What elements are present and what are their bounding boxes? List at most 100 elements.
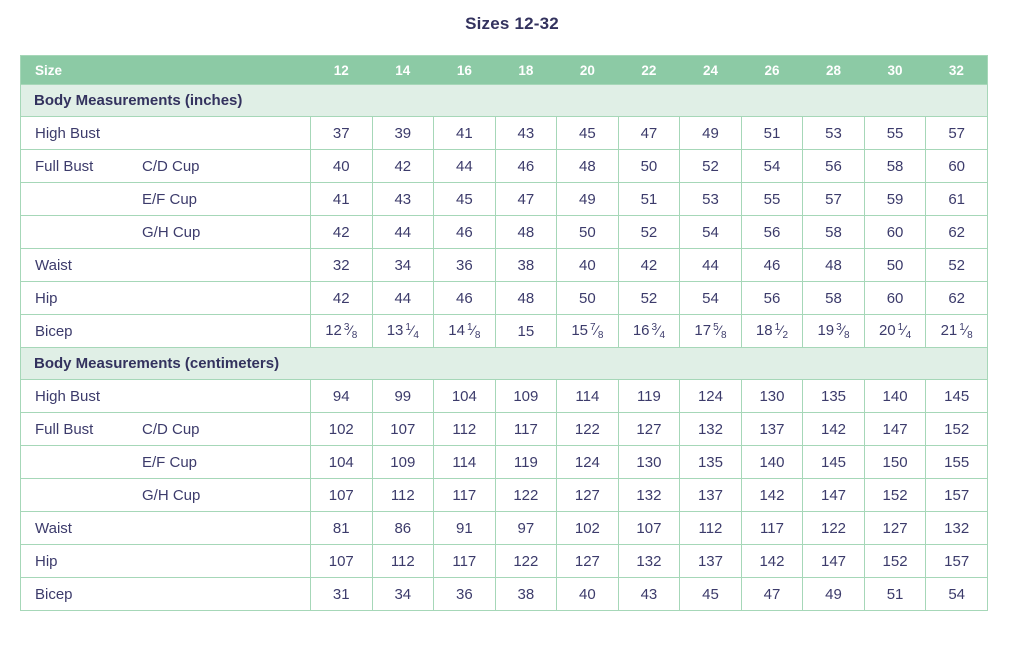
measurement-cell: 47 xyxy=(494,182,558,216)
row-label-cell: E/F Cup xyxy=(20,445,311,479)
row-label-cell: G/H Cup xyxy=(20,215,311,249)
measurement-cell: 42 xyxy=(617,248,681,282)
measurement-cell: 117 xyxy=(494,412,558,446)
measurement-cell: 58 xyxy=(863,149,927,183)
row-label: Full Bust xyxy=(35,157,94,175)
fraction-denominator: 8 xyxy=(844,329,850,341)
measurement-cell: 135 xyxy=(679,445,742,479)
size-header-row: Size 12 14 16 18 20 22 24 26 28 30 32 xyxy=(20,55,988,85)
measurement-cell: 14 1⁄8 xyxy=(433,314,496,348)
fraction-denominator: 8 xyxy=(474,329,481,341)
size-column-header: 18 xyxy=(495,55,557,85)
measurement-cell: 36 xyxy=(433,577,496,611)
measurement-cell: 47 xyxy=(740,577,804,611)
fraction-whole: 17 xyxy=(694,321,712,339)
row-label: Waist xyxy=(35,519,72,537)
size-chart-body: Body Measurements (inches) High Bust 37 39 4… xyxy=(20,84,988,611)
measurement-cell: 45 xyxy=(433,182,496,216)
measurement-cell: 59 xyxy=(863,182,927,216)
measurement-cell: 46 xyxy=(740,248,804,282)
fraction-denominator: 4 xyxy=(659,329,665,341)
measurement-cell: 38 xyxy=(494,248,558,282)
measurement-cell: 54 xyxy=(925,577,988,611)
fraction-whole: 12 xyxy=(325,321,342,339)
fraction-whole: 19 xyxy=(817,321,835,339)
row-label: Bicep xyxy=(35,585,73,603)
row-label-cell: Hip xyxy=(20,544,311,578)
measurement-cell: 86 xyxy=(371,511,435,545)
measurement-cell: 49 xyxy=(556,182,619,216)
measurement-cell: 122 xyxy=(494,544,558,578)
measurement-cell: 38 xyxy=(494,577,558,611)
row-label: Waist xyxy=(35,256,72,274)
measurement-cell: 107 xyxy=(617,511,681,545)
measurement-row: Hip 107 112 117 122 127 132 137 142 147 152 157 xyxy=(20,544,988,578)
size-column-header: 24 xyxy=(679,55,742,85)
fraction-denominator: 4 xyxy=(905,329,912,341)
row-label-cell: High Bust xyxy=(20,379,311,413)
fraction-whole: 20 xyxy=(878,321,896,339)
measurement-cell: 41 xyxy=(433,116,496,150)
measurement-cell: 48 xyxy=(494,215,558,249)
measurement-cell: 112 xyxy=(433,412,496,446)
section-title: Body Measurements (centimeters) xyxy=(20,347,988,380)
measurement-cell: 114 xyxy=(556,379,619,413)
measurement-cell: 16 3⁄4 xyxy=(617,314,681,348)
measurement-cell: 56 xyxy=(740,215,804,249)
row-label-cell: Full Bust C/D Cup xyxy=(20,149,311,183)
fraction-denominator: 8 xyxy=(597,329,604,341)
measurement-cell: 122 xyxy=(556,412,619,446)
measurement-cell: 54 xyxy=(679,281,742,315)
measurement-cell: 117 xyxy=(433,544,496,578)
fraction: 3⁄8 xyxy=(836,321,850,341)
measurement-row: Bicep 12 3⁄8 13 1⁄4 14 1⁄8 15 15 7⁄8 16 3⁄4 17 5⁄8 18 1… xyxy=(20,314,988,348)
measurement-cell: 39 xyxy=(371,116,435,150)
fraction-slash: ⁄ xyxy=(841,321,845,338)
fraction: 1⁄8 xyxy=(467,322,481,341)
fraction-whole: 16 xyxy=(632,321,650,339)
fraction-slash: ⁄ xyxy=(780,321,783,338)
fraction-denominator: 4 xyxy=(413,329,419,341)
measurement-cell: 52 xyxy=(679,149,742,183)
measurement-cell: 145 xyxy=(802,445,865,479)
fraction-whole: 14 xyxy=(448,321,465,339)
measurement-cell: 107 xyxy=(310,478,373,512)
cup-label: C/D Cup xyxy=(142,157,200,175)
measurement-cell: 41 xyxy=(310,182,373,216)
measurement-cell: 36 xyxy=(433,248,496,282)
measurement-cell: 122 xyxy=(494,478,558,512)
measurement-cell: 46 xyxy=(433,215,496,249)
size-chart-table: Size 12 14 16 18 20 22 24 26 28 30 32 Body Measure… xyxy=(20,55,988,611)
measurement-cell: 50 xyxy=(556,215,619,249)
measurement-cell: 132 xyxy=(617,478,681,512)
size-column-header: 16 xyxy=(433,55,496,85)
fraction-slash: ⁄ xyxy=(349,321,352,338)
measurement-cell: 15 7⁄8 xyxy=(556,314,619,348)
measurement-cell: 50 xyxy=(863,248,927,282)
measurement-cell: 45 xyxy=(679,577,742,611)
measurement-cell: 60 xyxy=(925,149,988,183)
measurement-cell: 124 xyxy=(556,445,619,479)
measurement-cell: 81 xyxy=(310,511,373,545)
measurement-cell: 17 5⁄8 xyxy=(679,314,742,348)
measurement-cell: 140 xyxy=(863,379,927,413)
measurement-cell: 53 xyxy=(679,182,742,216)
measurement-cell: 109 xyxy=(371,445,435,479)
row-label-cell: Hip xyxy=(20,281,311,315)
measurement-cell: 44 xyxy=(679,248,742,282)
measurement-cell: 62 xyxy=(925,215,988,249)
measurement-cell: 51 xyxy=(863,577,927,611)
measurement-cell: 58 xyxy=(802,215,865,249)
fraction-whole: 21 xyxy=(940,321,958,339)
measurement-cell: 112 xyxy=(371,544,435,578)
measurement-cell: 102 xyxy=(556,511,619,545)
measurement-cell: 109 xyxy=(494,379,558,413)
measurement-cell: 43 xyxy=(494,116,558,150)
measurement-cell: 119 xyxy=(494,445,558,479)
measurement-row: E/F Cup 104 109 114 119 124 130 135 140 145 150 155 xyxy=(20,445,988,479)
row-label-cell: Bicep xyxy=(20,314,311,348)
fraction: 3⁄4 xyxy=(652,322,665,341)
measurement-cell: 132 xyxy=(925,511,988,545)
measurement-cell: 46 xyxy=(494,149,558,183)
fraction-denominator: 8 xyxy=(967,329,973,341)
